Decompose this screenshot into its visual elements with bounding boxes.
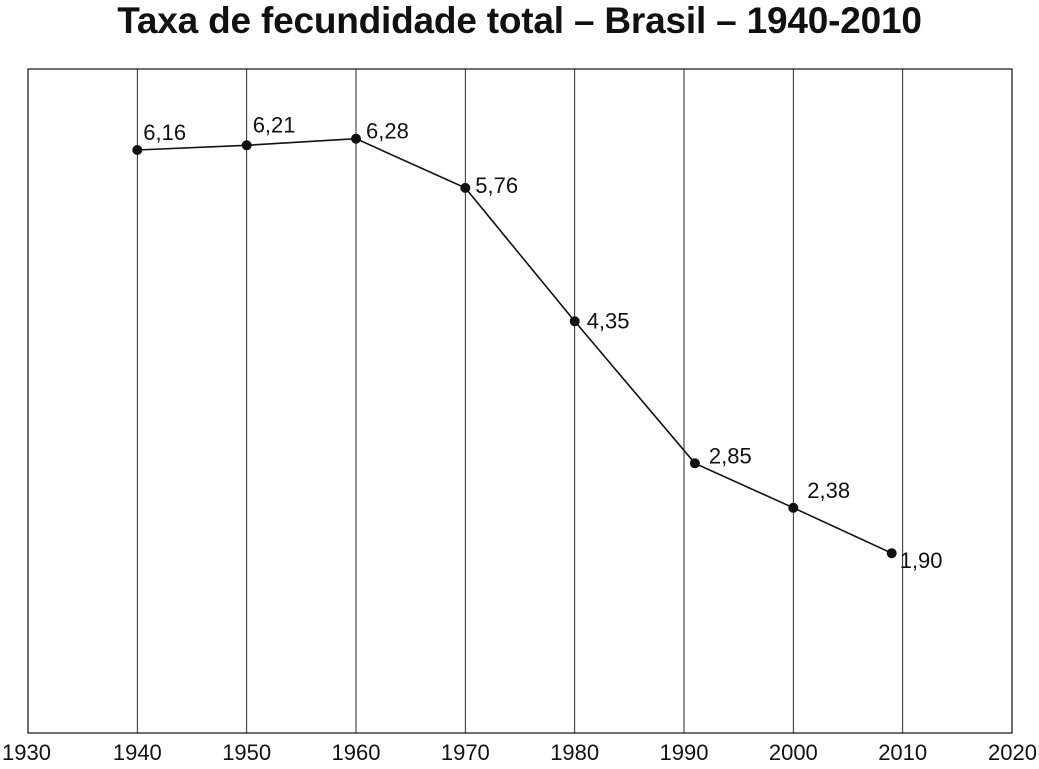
data-label-1940: 6,16 (143, 120, 186, 145)
data-point-1950 (241, 140, 252, 151)
data-label-1950: 6,21 (253, 112, 296, 137)
x-tick-label-1960: 1960 (332, 740, 381, 765)
x-tick-label-1940: 1940 (113, 740, 162, 765)
x-tick-label-2000: 2000 (769, 740, 818, 765)
chart-title: Taxa de fecundidade total – Brasil – 194… (117, 0, 922, 41)
plot-frame (27, 68, 1013, 734)
x-tick-label-1990: 1990 (660, 740, 709, 765)
data-point-1970 (460, 182, 471, 193)
data-point-1960 (351, 133, 361, 144)
grid-lines (136, 69, 904, 733)
x-tick-label-1970: 1970 (441, 740, 490, 765)
data-label-1970: 5,76 (475, 173, 518, 198)
data-label-1991: 2,85 (709, 443, 752, 468)
x-tick-label-1980: 1980 (550, 740, 599, 765)
x-axis-ticks: 1930 1940 1950 1960 1970 1980 1990 2000 2010 2020 (2, 740, 1037, 765)
data-point-1980 (569, 316, 580, 327)
x-tick-label-1950: 1950 (222, 740, 271, 765)
data-label-2009: 1,90 (900, 548, 943, 573)
series-line (137, 137, 893, 554)
data-labels: 6,16 6,21 6,28 5,76 4,35 2,85 2,38 1,90 (143, 112, 942, 573)
data-point-1940 (132, 145, 143, 155)
data-point-1991 (689, 458, 700, 469)
series-line-group (137, 137, 893, 554)
data-points (132, 133, 897, 559)
x-tick-label-1930: 1930 (2, 740, 51, 765)
x-tick-label-2010: 2010 (878, 740, 927, 765)
data-point-2000 (788, 502, 799, 513)
x-tick-label-2020: 2020 (988, 740, 1037, 765)
data-label-1980: 4,35 (587, 308, 630, 333)
data-point-2009 (886, 548, 897, 559)
data-label-2000: 2,38 (807, 478, 850, 503)
data-label-1960: 6,28 (366, 119, 409, 144)
